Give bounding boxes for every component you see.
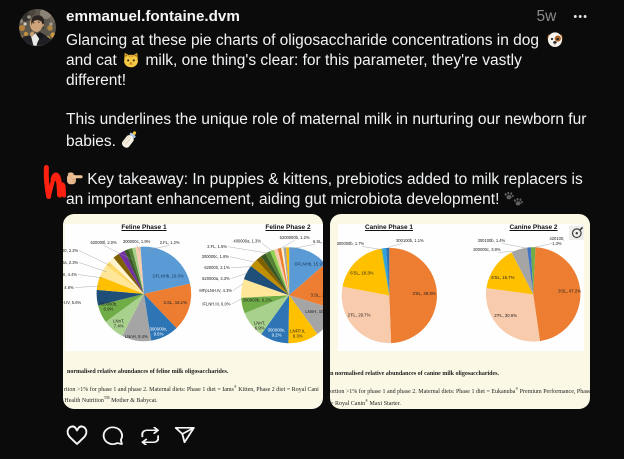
svg-text:3'SL, 47.2%: 3'SL, 47.2% bbox=[558, 289, 581, 294]
svg-text:300000c, 1.9%: 300000c, 1.9% bbox=[123, 240, 151, 245]
svg-text:420100,1.3%: 420100, 1.3% bbox=[550, 237, 565, 247]
svg-text:6'SL, 18.3%: 6'SL, 18.3% bbox=[350, 271, 373, 276]
svg-text:400000a, 1.3%: 400000a, 1.3% bbox=[234, 239, 262, 244]
svg-text:.II, 4.4%: .II, 4.4% bbox=[63, 273, 77, 278]
svg-text:3.SL, 15.1%: 3.SL, 15.1% bbox=[164, 300, 188, 305]
svg-text:IFLNH.III, 6.0%: IFLNH.III, 6.0% bbox=[203, 302, 231, 307]
svg-text:300000x,9.2%: 300000x, 9.2% bbox=[268, 328, 286, 338]
svg-text:2'FL, 29.7%: 2'FL, 29.7% bbox=[348, 313, 371, 318]
svg-text:LNnT,6.9%: LNnT, 6.9% bbox=[254, 321, 265, 331]
svg-text:3.SL, 13.1%: 3.SL, 13.1% bbox=[311, 293, 323, 298]
svg-text:5200000b, 1.2%: 5200000b, 1.2% bbox=[280, 235, 310, 240]
svg-text:620000, 2.1%: 620000, 2.1% bbox=[205, 265, 231, 270]
svg-text:DFLNHb, 15.9%: DFLNHb, 15.9% bbox=[295, 262, 323, 267]
svg-text:, 4.8%: , 4.8% bbox=[63, 286, 74, 291]
svg-text:300000c, 1.8%: 300000c, 1.8% bbox=[202, 254, 230, 259]
svg-text:2.FL, 1.2%: 2.FL, 1.2% bbox=[160, 241, 180, 246]
svg-text:6'SL, 15.7%: 6'SL, 15.7% bbox=[491, 275, 514, 280]
svg-text:LNnH, 10.4%: LNnH, 10.4% bbox=[306, 309, 323, 314]
svg-text:300000b, 1.7%: 300000b, 1.7% bbox=[337, 242, 365, 247]
svg-text:6.SL,: 6.SL, bbox=[313, 239, 322, 244]
svg-text:620000l, 2.0%: 620000l, 2.0% bbox=[91, 241, 118, 246]
svg-text:MFpLNH.IV, 4.3%: MFpLNH.IV, 4.3% bbox=[200, 288, 233, 293]
svg-text:LNnH, 9.4%: LNnH, 9.4% bbox=[125, 334, 148, 339]
svg-text:00, 2.2%: 00, 2.2% bbox=[63, 249, 79, 254]
svg-text:300100b, 1.4%: 300100b, 1.4% bbox=[478, 239, 506, 244]
svg-text:3'SL, 49.3%: 3'SL, 49.3% bbox=[413, 291, 436, 296]
svg-text:300000b, 6.2%: 300000b, 6.2% bbox=[243, 298, 272, 303]
svg-text:300100b, 1.1%: 300100b, 1.1% bbox=[396, 239, 424, 244]
svg-text:H.IV, 5.6%: H.IV, 5.6% bbox=[63, 301, 82, 306]
svg-text:DFLNHb, 19.0%: DFLNHb, 19.0% bbox=[153, 274, 184, 279]
svg-text:2.FL, 1.5%: 2.FL, 1.5% bbox=[208, 244, 228, 249]
svg-text:300000b,6.9%: 300000b, 6.9% bbox=[100, 302, 118, 312]
svg-text:520000a, 3.3%: 520000a, 3.3% bbox=[203, 276, 231, 281]
svg-text:0a, 2.3%: 0a, 2.3% bbox=[63, 261, 79, 266]
svg-text:LNnT,7.4%: LNnT, 7.4% bbox=[113, 319, 124, 329]
svg-text:2'FL, 30.6%: 2'FL, 30.6% bbox=[494, 314, 517, 319]
svg-text:LNFP.II,9.3%: LNFP.II, 9.3% bbox=[290, 329, 305, 339]
svg-text:300000x,9.5%: 300000x, 9.5% bbox=[150, 327, 168, 337]
svg-text:300000c, 3.8%: 300000c, 3.8% bbox=[473, 248, 501, 253]
